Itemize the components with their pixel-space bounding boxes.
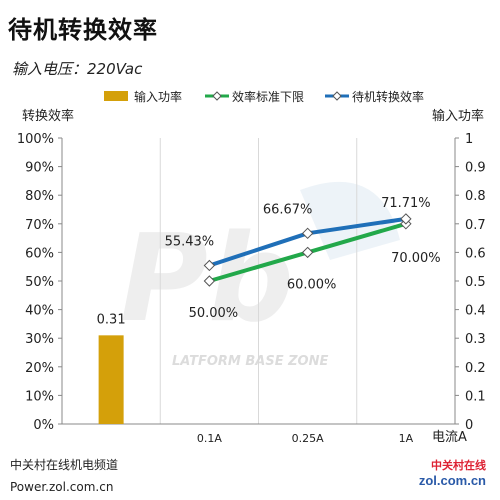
- standby-efficiency-data-label: 55.43%: [165, 234, 215, 249]
- watermark-text: LATFORM BASE ZONE: [172, 354, 328, 369]
- right-tick-label: 0.4: [465, 304, 486, 319]
- bar-data-label: 0.31: [97, 312, 126, 327]
- left-tick-label: 60%: [25, 246, 54, 261]
- legend-label-standard: 效率标准下限: [232, 89, 304, 104]
- left-tick-label: 80%: [25, 189, 54, 204]
- standard-lower-limit-point: [301, 246, 314, 259]
- standard-lower-limit-data-label: 60.00%: [287, 277, 337, 292]
- right-tick-label: 0.3: [465, 332, 486, 347]
- right-tick-label: 0.8: [465, 189, 486, 204]
- legend-label-input-power: 输入功率: [134, 89, 182, 104]
- standby-efficiency-data-label: 66.67%: [263, 202, 313, 217]
- standard-lower-limit-point: [203, 275, 216, 287]
- legend-swatch-bar: [104, 91, 128, 101]
- left-tick-label: 0%: [33, 418, 54, 433]
- left-tick-label: 70%: [25, 218, 54, 233]
- x-tick-label: 0.1A: [197, 432, 222, 445]
- right-tick-label: 0.2: [465, 361, 486, 376]
- left-tick-label: 30%: [25, 332, 54, 347]
- right-tick-label: 0.7: [465, 218, 486, 233]
- legend-label-efficiency: 待机转换效率: [352, 89, 424, 104]
- chart-subtitle: 输入电压：220Vac: [12, 60, 143, 78]
- right-tick-label: 1: [465, 132, 473, 147]
- standby-efficiency-data-label: 71.71%: [381, 196, 431, 211]
- standby-efficiency-point: [400, 213, 412, 225]
- right-axis-title: 输入功率: [432, 108, 484, 124]
- legend-marker-efficiency: [332, 91, 342, 101]
- logo-text-cn: 中关村在线: [431, 459, 486, 472]
- zol-logo: 中关村在线 zol.com.cn: [404, 455, 492, 495]
- chart-title: 待机转换效率: [8, 16, 158, 44]
- standard-lower-limit-data-label: 50.00%: [189, 306, 239, 321]
- x-axis-title: 电流A: [432, 430, 467, 445]
- right-tick-label: 0.1: [465, 389, 486, 404]
- standard-lower-limit-data-label: 70.00%: [391, 251, 441, 266]
- left-tick-label: 10%: [25, 389, 54, 404]
- left-tick-label: 90%: [25, 161, 54, 176]
- bar-input-power: [98, 335, 124, 424]
- x-tick-label: 0.25A: [292, 432, 324, 445]
- right-tick-label: 0.5: [465, 275, 486, 290]
- right-tick-label: 0.9: [465, 161, 486, 176]
- standby-efficiency-point: [203, 259, 216, 272]
- source-url: Power.zol.com.cn: [10, 480, 114, 494]
- x-tick-label: 1A: [399, 432, 414, 445]
- standby-efficiency-point: [301, 227, 314, 240]
- left-tick-label: 20%: [25, 361, 54, 376]
- source-channel: 中关村在线机电频道: [10, 458, 119, 472]
- right-tick-label: 0.6: [465, 246, 486, 261]
- left-tick-label: 50%: [25, 275, 54, 290]
- right-tick-label: 0: [465, 418, 473, 433]
- left-axis-title: 转换效率: [22, 108, 74, 124]
- watermark-shape: [300, 181, 400, 260]
- logo-text-en: zol.com.cn: [418, 473, 486, 488]
- legend-marker-standard: [212, 91, 222, 101]
- left-tick-label: 40%: [25, 304, 54, 319]
- left-tick-label: 100%: [17, 132, 54, 147]
